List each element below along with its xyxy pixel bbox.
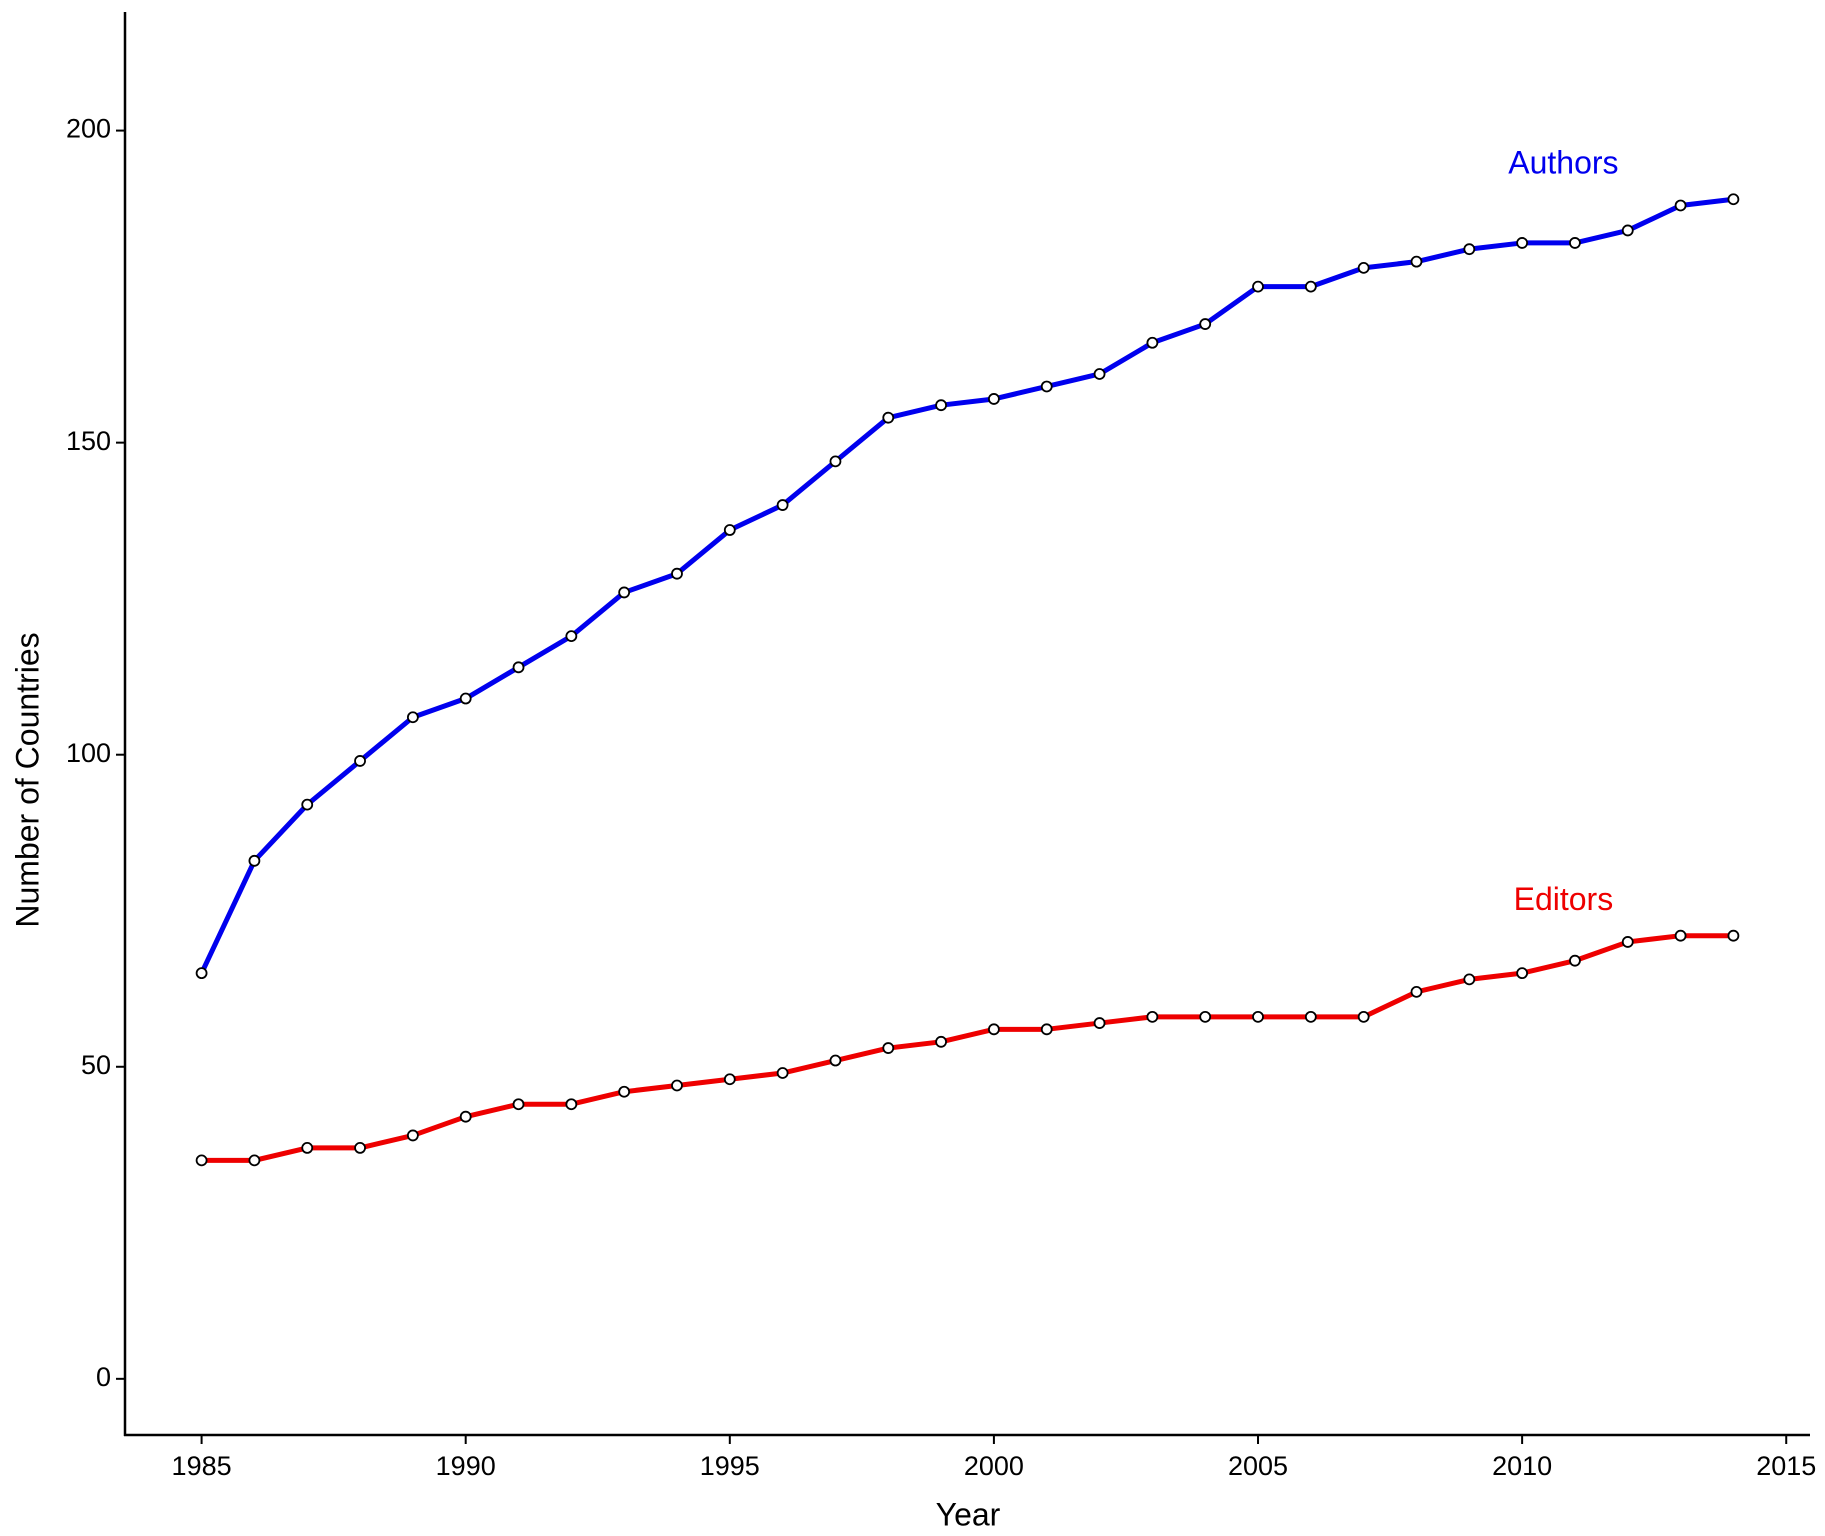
data-point [1463, 973, 1476, 986]
data-point [1357, 261, 1370, 274]
data-point [671, 567, 683, 580]
data-point [565, 630, 578, 643]
data-point [723, 524, 736, 536]
x-tick-label: 2010 [1492, 1451, 1552, 1481]
data-point [1093, 368, 1106, 380]
data-point [1252, 1010, 1264, 1023]
data-point [1040, 1023, 1053, 1036]
y-tick-label: 0 [96, 1362, 111, 1392]
data-point [1410, 985, 1423, 998]
series-line [199, 196, 1734, 975]
data-point [1199, 318, 1212, 330]
data-point [354, 1142, 366, 1154]
data-point [829, 455, 842, 468]
data-point [1252, 280, 1264, 293]
data-point [1569, 237, 1581, 249]
data-point [1674, 929, 1687, 942]
data-point [195, 1154, 208, 1167]
data-point [459, 692, 472, 705]
data-point [1621, 224, 1634, 237]
data-point [1516, 237, 1529, 249]
data-point [829, 1054, 842, 1067]
data-point [1304, 280, 1317, 293]
data-point [1199, 1010, 1212, 1023]
data-point [1727, 929, 1740, 942]
x-tick-label: 1995 [700, 1451, 760, 1481]
data-point [1727, 193, 1740, 206]
data-point [935, 1035, 947, 1048]
data-point [1674, 199, 1687, 212]
data-point [988, 1023, 1000, 1036]
data-point [195, 967, 208, 980]
data-point [1516, 967, 1529, 980]
data-point [988, 393, 1000, 405]
data-point [1621, 936, 1634, 948]
y-tick-label: 50 [81, 1050, 111, 1080]
data-point [776, 1067, 789, 1079]
data-point [1463, 243, 1476, 256]
y-axis-title: Number of Countries [9, 632, 45, 927]
data-point [406, 711, 419, 724]
data-point [935, 399, 947, 412]
data-point [1357, 1010, 1370, 1023]
y-tick-label: 150 [66, 426, 111, 456]
y-tick-label: 100 [66, 738, 111, 768]
data-point [1569, 954, 1581, 967]
series-line [201, 933, 1734, 1163]
data-point [1146, 336, 1159, 349]
data-point [618, 586, 631, 599]
x-tick-label: 1990 [436, 1451, 496, 1481]
x-tick-label: 2015 [1756, 1451, 1816, 1481]
x-tick-label: 2000 [964, 1451, 1024, 1481]
data-point [1304, 1010, 1317, 1023]
data-point [565, 1098, 578, 1111]
data-point [512, 1098, 525, 1111]
x-tick-label: 2005 [1228, 1451, 1288, 1481]
data-point [1040, 380, 1053, 393]
y-tick-label: 200 [66, 114, 111, 144]
series-label: Editors [1514, 881, 1614, 917]
data-point [723, 1073, 736, 1086]
data-point [1146, 1010, 1159, 1023]
data-point [301, 798, 314, 811]
data-point [618, 1085, 631, 1098]
data-point [248, 1154, 261, 1167]
x-axis-title: Year [936, 1496, 1001, 1532]
data-point [459, 1110, 472, 1123]
data-point [354, 755, 366, 767]
data-point [1410, 255, 1423, 268]
data-point [882, 411, 895, 424]
series-label: Authors [1508, 145, 1618, 181]
data-point [776, 499, 789, 511]
data-point [671, 1079, 683, 1092]
data-point [248, 854, 261, 867]
data-point [882, 1042, 895, 1054]
x-tick-label: 1985 [172, 1451, 232, 1481]
data-point [406, 1129, 419, 1142]
data-point [1093, 1017, 1106, 1029]
data-point [512, 661, 525, 674]
data-point [301, 1142, 314, 1154]
